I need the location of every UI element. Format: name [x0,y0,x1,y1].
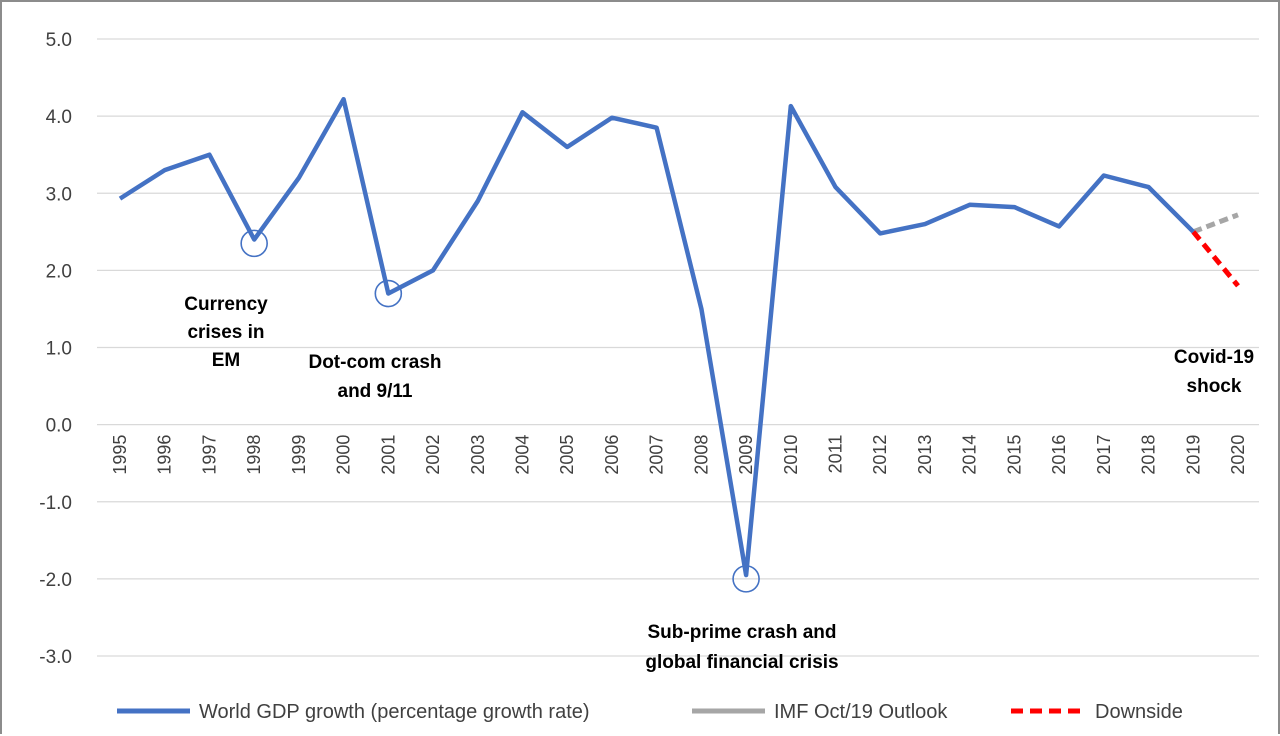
x-tick-label: 2011 [826,435,846,474]
series-line-0 [118,96,1195,578]
annotation-line: Covid-19 [1174,347,1254,368]
annotation-line: shock [1187,376,1242,397]
x-tick-label: 2019 [1183,435,1203,475]
y-tick-label: 0.0 [46,416,72,437]
x-tick-label: 2017 [1094,435,1114,475]
series-lines [118,96,1240,578]
y-tick-label: -2.0 [39,570,72,591]
legend: World GDP growth (percentage growth rate… [117,701,1183,723]
annotation-line: Sub-prime crash and [648,622,837,643]
x-tick-label: 1995 [110,435,130,475]
legend-label: World GDP growth (percentage growth rate… [199,701,590,723]
annotation-line: EM [212,350,241,371]
x-tick-label: 2002 [423,435,443,475]
y-tick-label: -3.0 [39,647,72,668]
x-tick-label: 2009 [736,435,756,475]
y-tick-label: 3.0 [46,184,72,205]
x-tick-label: 2007 [647,435,667,475]
annotation-line: global financial crisis [645,652,838,673]
legend-label: Downside [1095,701,1183,723]
x-tick-label: 2008 [691,435,711,475]
annotation-line: and 9/11 [338,381,413,402]
annotation-currency: Currency crises in EM [184,294,268,371]
x-tick-label: 2000 [334,435,354,475]
x-tick-label: 2010 [781,435,801,475]
x-tick-label: 1998 [244,435,264,475]
annotation-covid: Covid-19 shock [1174,347,1254,397]
highlight-circle [240,229,268,258]
highlight-circles [240,229,760,593]
highlight-circle [374,279,403,308]
annotations: Currency crises in EM Dot-com crash and 9/11… [184,294,1254,673]
highlight-circle [732,565,760,593]
annotation-line: Dot-com crash [308,352,441,373]
annotation-dotcom: Dot-com crash and 9/11 [308,352,441,402]
x-tick-label: 1999 [289,435,309,475]
x-tick-label: 2018 [1139,435,1159,475]
x-axis-ticks: 1995 1996 1997 1998 1999 2000 2001 2002 2003 2004… [110,435,1248,475]
x-tick-label: 2003 [468,435,488,475]
x-tick-label: 2015 [1004,435,1024,475]
y-tick-label: -1.0 [39,493,72,514]
legend-label: IMF Oct/19 Outlook [774,701,948,723]
x-tick-label: 2004 [512,435,532,475]
y-axis-ticks: 5.0 4.0 3.0 2.0 1.0 0.0 -1.0 -2.0 -3.0 [39,30,72,668]
x-tick-label: 2016 [1049,435,1069,475]
x-tick-label: 2020 [1228,435,1248,475]
series-line-1 [1192,212,1239,235]
x-tick-label: 2005 [557,435,577,475]
x-tick-label: 2014 [960,435,980,475]
y-tick-label: 5.0 [46,30,72,51]
x-tick-label: 2006 [602,435,622,475]
x-tick-label: 2001 [378,435,398,475]
x-tick-label: 2013 [915,435,935,475]
y-tick-label: 2.0 [46,261,72,282]
x-tick-label: 1996 [155,435,175,475]
annotation-subprime: Sub-prime crash and global financial cris… [645,622,838,673]
annotation-line: crises in [187,322,264,343]
annotation-line: Currency [184,294,268,315]
y-tick-label: 4.0 [46,107,72,128]
x-tick-label: 1997 [199,435,219,475]
gridlines [97,38,1259,657]
y-tick-label: 1.0 [46,339,72,360]
x-tick-label: 2012 [870,435,890,475]
series-line-2 [1191,230,1240,288]
